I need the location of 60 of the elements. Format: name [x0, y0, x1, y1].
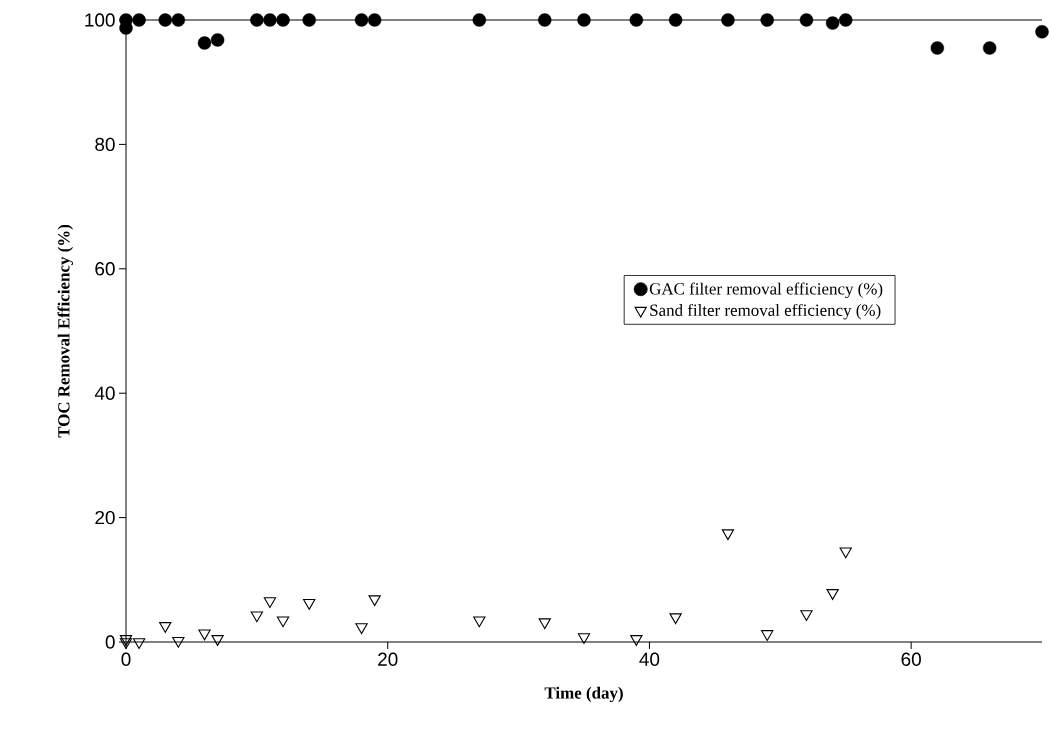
point — [799, 13, 814, 27]
point — [800, 610, 813, 622]
point — [538, 618, 551, 630]
point — [250, 13, 264, 27]
point — [276, 616, 290, 628]
point — [171, 13, 186, 27]
x-tick-label: 40 — [639, 652, 660, 666]
point — [1035, 25, 1049, 39]
point — [263, 597, 277, 608]
point — [132, 638, 146, 650]
legend-label: Sand filter removal efficiency (%) — [650, 303, 881, 320]
point — [197, 36, 212, 50]
legend-label: GAC filter removal efficiency (%) — [649, 282, 883, 299]
point — [132, 13, 146, 27]
point — [159, 622, 172, 633]
x-tick-label: 20 — [378, 652, 398, 666]
point — [577, 13, 591, 27]
y-tick-label: 100 — [85, 13, 115, 27]
point — [825, 16, 840, 30]
point — [760, 13, 774, 27]
point — [538, 13, 552, 27]
x-tick-label: 0 — [121, 652, 131, 666]
x-axis-title: Time (day) — [544, 686, 623, 703]
y-tick-label: 0 — [105, 635, 115, 649]
point — [172, 636, 185, 648]
x-tick-label: 60 — [901, 652, 921, 666]
point — [473, 616, 486, 628]
point — [367, 13, 382, 27]
point — [198, 629, 211, 641]
point — [368, 595, 381, 607]
y-tick-label: 20 — [95, 510, 115, 525]
point — [668, 13, 683, 27]
point — [276, 13, 290, 27]
point — [839, 547, 852, 559]
point — [211, 635, 224, 646]
point — [630, 635, 643, 646]
point — [721, 13, 735, 27]
point — [250, 611, 264, 623]
point — [629, 13, 644, 27]
point — [303, 599, 316, 610]
point — [761, 630, 774, 641]
point — [263, 13, 277, 27]
point — [302, 13, 316, 27]
point — [839, 13, 853, 27]
y-tick-label: 60 — [95, 262, 115, 276]
point — [158, 13, 172, 27]
point — [210, 33, 225, 47]
point — [577, 633, 591, 645]
point — [826, 589, 839, 600]
y-axis-title: TOC Removal Efficiency (%) — [57, 224, 74, 438]
point — [982, 41, 997, 55]
y-tick-label: 40 — [94, 386, 115, 400]
point — [669, 613, 682, 625]
point — [119, 635, 133, 646]
point — [354, 13, 369, 27]
y-tick-label: 80 — [95, 137, 115, 152]
point — [721, 529, 735, 541]
point — [472, 13, 487, 27]
point — [930, 41, 945, 55]
point — [355, 623, 368, 635]
